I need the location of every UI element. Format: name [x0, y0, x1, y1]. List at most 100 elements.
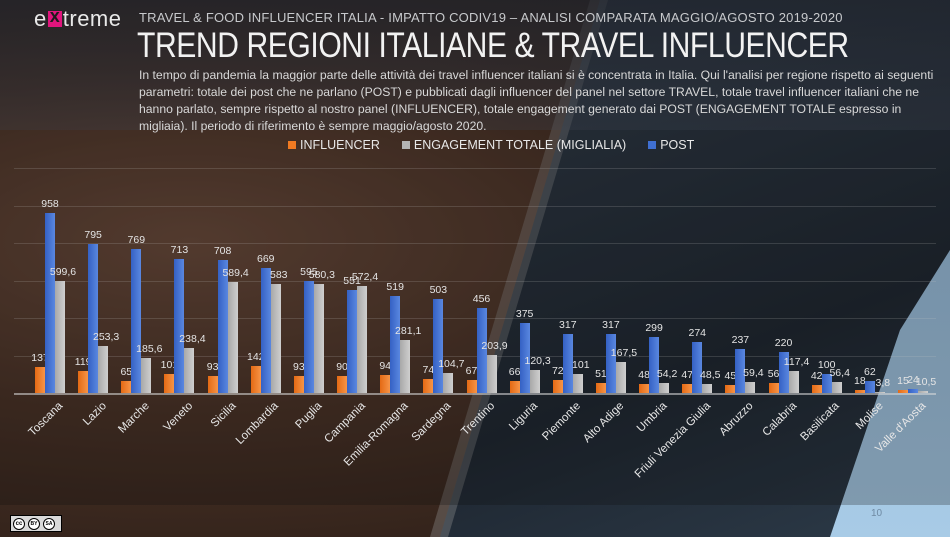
bar-engagement [184, 348, 195, 393]
bar-engagement [831, 382, 842, 393]
page-description: In tempo di pandemia la maggior parte de… [139, 68, 934, 133]
x-axis-label: Alto Adige [581, 400, 627, 446]
bar-influencer [423, 379, 434, 393]
data-label: 317 [602, 318, 620, 331]
cc-icon: cc [13, 517, 25, 530]
bar-engagement [918, 391, 928, 393]
data-label: 220 [774, 336, 793, 349]
bar-influencer [898, 390, 908, 393]
data-label: 253,3 [93, 330, 120, 343]
bar-engagement [443, 373, 454, 393]
bar-engagement [572, 374, 583, 393]
x-axis-label: Veneto [161, 400, 195, 434]
bar-post [45, 213, 55, 393]
data-label: 503 [429, 283, 448, 296]
x-axis-label: Calabria [760, 400, 800, 439]
bar-influencer [207, 375, 218, 393]
bar-engagement [874, 392, 885, 393]
legend-item-engagement: ENGAGEMENT TOTALE (MIGLIALIA) [401, 138, 627, 152]
data-label: 456 [472, 292, 491, 305]
data-label: 94 [379, 360, 392, 373]
bar-post [649, 336, 660, 393]
bar-influencer [725, 384, 736, 393]
x-axis-label: Trentino [458, 400, 497, 439]
bar-engagement [313, 284, 324, 393]
data-label: 572,4 [351, 270, 379, 283]
x-axis-label: Campania [321, 400, 368, 446]
data-label: 769 [127, 233, 146, 246]
data-label: 74 [422, 364, 435, 377]
cc-sa-icon: SA [43, 517, 55, 530]
bar-influencer [854, 389, 865, 393]
data-label: 45 [724, 369, 737, 382]
legend-label: INFLUENCER [300, 138, 380, 152]
legend-swatch-orange [288, 141, 296, 149]
data-label: 56,4 [829, 367, 850, 380]
cc-by-icon: BY [28, 517, 40, 530]
bar-engagement [615, 361, 626, 393]
data-label: 595 [300, 266, 318, 279]
x-axis-label: Puglia [293, 400, 325, 432]
bar-influencer [121, 380, 132, 393]
data-label: 48,5 [700, 368, 721, 381]
data-label: 375 [515, 307, 534, 320]
bar-post [821, 374, 832, 393]
data-label: 56 [767, 367, 780, 380]
header-overlay [0, 0, 950, 130]
x-axis-label: Lombardia [234, 400, 282, 447]
bar-influencer [250, 366, 261, 393]
data-label: 48 [638, 369, 650, 381]
data-label: 18 [854, 374, 866, 387]
data-label: 120,3 [524, 355, 551, 368]
bar-influencer [639, 384, 650, 393]
x-axis-label: Marche [116, 400, 152, 436]
bar-engagement [227, 282, 238, 393]
creative-commons-badge: cc BY SA [10, 515, 62, 532]
data-label: 100 [817, 359, 836, 372]
data-label: 551 [343, 274, 361, 287]
bar-influencer [293, 375, 304, 393]
bar-post [864, 381, 875, 393]
page-number: 10 [871, 508, 883, 519]
logo-text-start: e [34, 6, 47, 31]
data-label: 101 [160, 359, 179, 372]
data-label: 142 [246, 351, 265, 364]
logo-text-end: treme [62, 6, 122, 31]
bar-engagement [141, 358, 152, 393]
legend-swatch-blue [648, 141, 657, 149]
bar-influencer [466, 380, 477, 393]
x-axis-label: Abruzzo [717, 400, 756, 439]
bar-influencer [337, 376, 348, 393]
data-label: 708 [213, 245, 232, 258]
data-label: 237 [731, 333, 750, 346]
bar-influencer [768, 382, 779, 393]
chart-panel [0, 130, 950, 505]
bar-post [303, 281, 314, 393]
data-label: 167,5 [610, 346, 638, 359]
bar-engagement [270, 283, 281, 393]
bar-engagement [529, 370, 540, 393]
bar-post [88, 243, 99, 393]
data-label: 101 [572, 359, 590, 372]
x-axis-label: Toscana [26, 400, 66, 439]
data-label: 62 [864, 366, 876, 379]
legend-item-post: POST [648, 138, 694, 152]
data-label: 958 [41, 198, 59, 211]
bar-post [174, 259, 185, 393]
bar-post [562, 333, 573, 393]
data-label: 3,8 [875, 377, 891, 389]
bar-engagement [788, 370, 799, 393]
legend-label: ENGAGEMENT TOTALE (MIGLIALIA) [413, 138, 627, 152]
bar-influencer [509, 380, 520, 393]
data-label: 42 [810, 370, 823, 383]
data-label: 93 [206, 360, 219, 373]
data-label: 72 [551, 364, 564, 377]
data-label: 137 [31, 352, 49, 365]
bar-influencer [164, 374, 175, 393]
bar-influencer [380, 375, 391, 393]
x-axis-label: Umbria [634, 400, 670, 435]
bar-influencer [682, 384, 693, 393]
data-label: 65 [120, 365, 133, 378]
data-label: 599,6 [49, 265, 77, 278]
